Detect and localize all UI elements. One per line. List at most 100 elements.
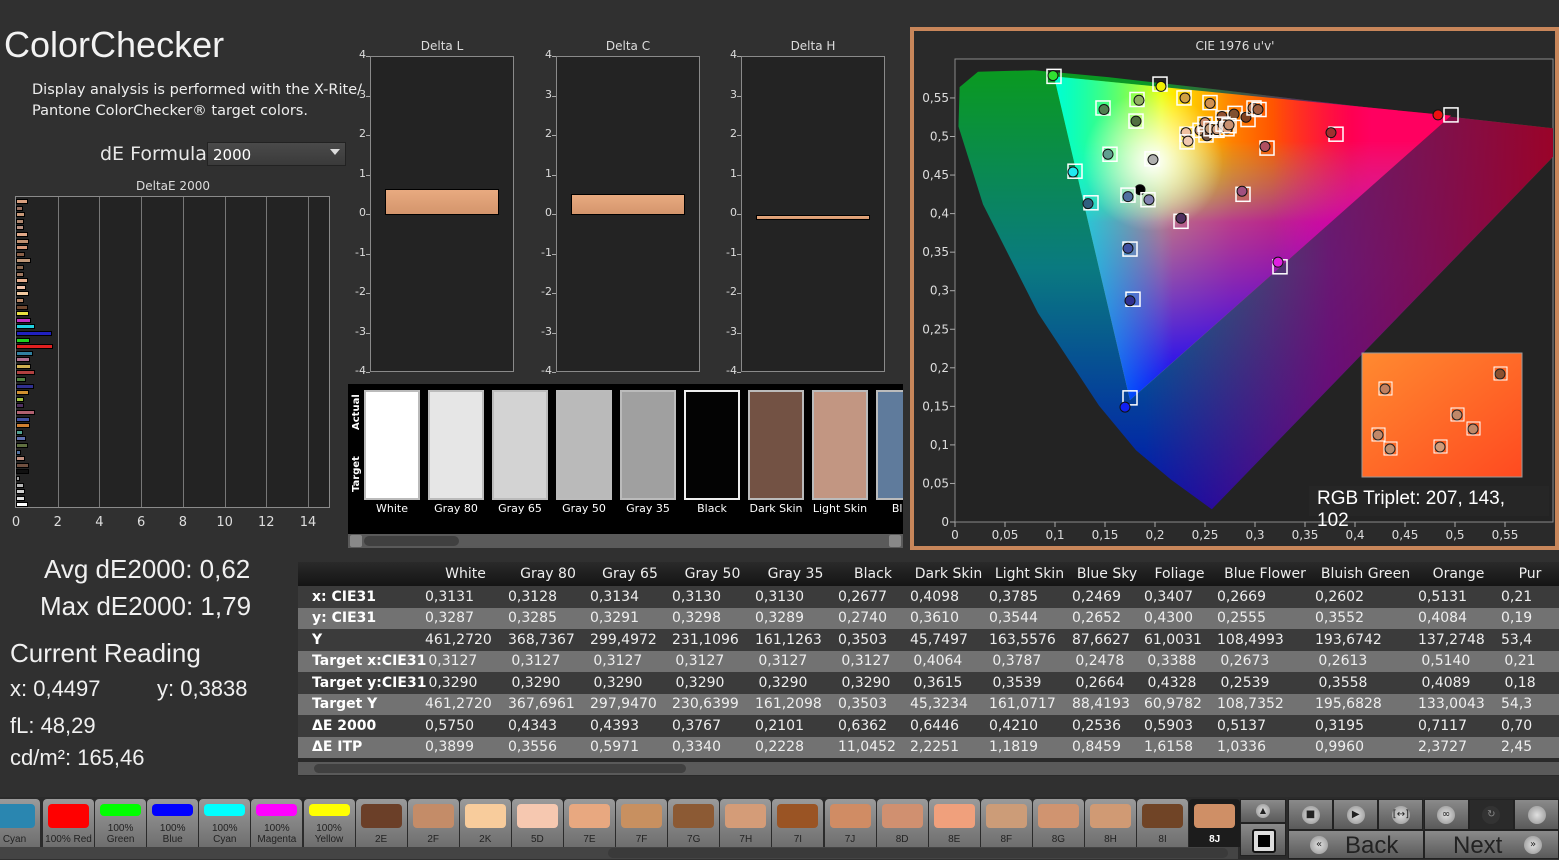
avg-de: Avg dE2000: 0,62 xyxy=(44,554,251,584)
inset-target-marker xyxy=(1466,421,1481,436)
table-cell: 0,3290 xyxy=(428,674,478,691)
strip-scrollbar[interactable] xyxy=(348,534,903,548)
color-patch[interactable] xyxy=(812,390,868,500)
table-cell: 0,4393 xyxy=(590,717,639,734)
table-cell: 45,3234 xyxy=(910,696,968,713)
column-header[interactable]: Gray 65 xyxy=(602,566,658,582)
column-header[interactable]: Blue Sky xyxy=(1076,566,1138,582)
column-header[interactable]: Light Skin xyxy=(994,566,1065,582)
table-cell: 0,4089 xyxy=(1421,674,1471,691)
patch-swatch[interactable]: 7G xyxy=(668,799,720,847)
color-patch[interactable] xyxy=(428,390,484,500)
column-header[interactable]: Blue Flower xyxy=(1224,566,1306,582)
back-button[interactable]: « Back xyxy=(1288,830,1424,859)
play-button[interactable]: ▶ xyxy=(1333,799,1379,830)
scroll-right-icon[interactable] xyxy=(889,535,901,547)
swatch-label: 100% Blue xyxy=(159,823,186,845)
patch-swatch[interactable]: 100% Cyan xyxy=(199,799,251,847)
y-tick-label: -2 xyxy=(541,285,552,298)
table-row: y: CIE31 0,3287 0,3285 0,3291 0,3298 0,3289 0,… xyxy=(298,607,1559,629)
de-formula-select[interactable]: 2000 xyxy=(207,142,346,166)
table-row: ΔE ITP 0,3899 0,3556 0,5971 0,3340 0,2228 11,0… xyxy=(298,736,1559,758)
patch-swatch[interactable]: 100% Yellow xyxy=(303,799,355,847)
color-patch[interactable] xyxy=(620,390,676,500)
y-tick xyxy=(552,332,556,334)
deltae-bar xyxy=(16,495,25,501)
patch-swatch[interactable]: 2K xyxy=(459,799,511,847)
patch-swatch[interactable]: 8I xyxy=(1137,799,1189,847)
table-cell: 0,2613 xyxy=(1318,653,1368,670)
patch-swatch[interactable]: 8E xyxy=(928,799,980,847)
color-patch[interactable] xyxy=(684,390,740,500)
table-cell: 88,4193 xyxy=(1072,696,1130,713)
patch-swatch[interactable]: 8J xyxy=(1189,799,1241,847)
target-label: Target xyxy=(351,456,362,492)
target-marker xyxy=(1221,117,1237,134)
swatch-scrollbar[interactable] xyxy=(0,847,1238,859)
swatch-scroll-thumb[interactable] xyxy=(608,848,1228,858)
next-button[interactable]: Next » xyxy=(1424,830,1559,859)
fit-button[interactable]: [↔] xyxy=(1378,799,1424,830)
measured-point xyxy=(1124,295,1136,307)
patch-swatch[interactable]: 7J xyxy=(824,799,876,847)
patch-swatch[interactable]: 2E xyxy=(355,799,407,847)
table-cell: 0,3290 xyxy=(758,674,808,691)
patch-swatch[interactable]: 7E xyxy=(564,799,615,847)
table-cell: 0,3128 xyxy=(508,588,557,605)
table-scroll-thumb[interactable] xyxy=(314,764,686,773)
column-header[interactable]: White xyxy=(445,566,486,582)
y-tick xyxy=(552,293,556,294)
stop-measure-button[interactable] xyxy=(1240,823,1286,856)
scroll-thumb[interactable] xyxy=(364,536,459,546)
color-patch[interactable] xyxy=(364,390,420,500)
column-header[interactable]: Black xyxy=(854,566,892,582)
measured-point xyxy=(1147,154,1159,166)
target-marker xyxy=(1179,134,1195,150)
x-tick-label: 4 xyxy=(95,515,104,530)
inset-measured-point xyxy=(1434,441,1446,453)
patch-swatch[interactable]: 7I xyxy=(772,799,824,847)
color-patch[interactable] xyxy=(492,390,548,500)
circle-button[interactable] xyxy=(1514,799,1559,830)
table-scrollbar[interactable] xyxy=(298,762,1559,775)
patch-swatch[interactable]: 100% Green xyxy=(95,799,147,847)
column-header[interactable]: Bluish Green xyxy=(1320,566,1411,582)
swatch-label: 8I xyxy=(1158,834,1167,845)
color-patch[interactable] xyxy=(876,390,903,500)
color-patch[interactable] xyxy=(556,390,612,500)
fit-icon: [↔] xyxy=(1391,805,1410,824)
patch-swatch[interactable]: 100% Red xyxy=(43,799,94,847)
stop-button[interactable]: ■ xyxy=(1288,799,1333,830)
patch-swatch[interactable]: 100% Blue xyxy=(147,799,199,847)
column-header[interactable]: Pur xyxy=(1518,566,1542,582)
description-line: Display analysis is performed with the X… xyxy=(32,82,363,98)
y-tick-label: -4 xyxy=(726,364,737,377)
table-cell: 0,2228 xyxy=(755,739,804,756)
patch-swatch[interactable]: Cyan xyxy=(0,799,40,847)
table-cell: 11,0452 xyxy=(838,739,896,756)
patch-swatch[interactable]: 7F xyxy=(616,799,668,847)
patch-swatch[interactable]: 8D xyxy=(876,799,928,847)
patch-swatch[interactable]: 8H xyxy=(1085,799,1136,847)
patch-swatch[interactable]: 100% Magenta xyxy=(251,799,303,847)
y-tick-label: 3 xyxy=(359,87,366,101)
table-cell: 0,3785 xyxy=(989,588,1038,605)
column-header[interactable]: Orange xyxy=(1432,566,1485,582)
patch-swatch[interactable]: 5D xyxy=(511,799,563,847)
patch-swatch[interactable]: 8G xyxy=(1032,799,1084,847)
column-header[interactable]: Foliage xyxy=(1154,566,1205,582)
infinity-button[interactable]: ∞ xyxy=(1423,799,1469,830)
column-header[interactable]: Gray 80 xyxy=(520,566,576,582)
y-tick-label: 2 xyxy=(545,127,552,140)
column-header[interactable]: Gray 35 xyxy=(767,566,824,582)
color-patch[interactable] xyxy=(748,390,804,500)
refresh-button[interactable]: ↻ xyxy=(1468,799,1514,830)
table-cell: 0,3544 xyxy=(989,610,1038,627)
column-header[interactable]: Dark Skin xyxy=(914,566,983,582)
patch-swatch[interactable]: 7H xyxy=(720,799,772,847)
column-header[interactable]: Gray 50 xyxy=(684,566,741,582)
patch-swatch[interactable]: 2F xyxy=(407,799,459,847)
scroll-left-icon[interactable] xyxy=(350,535,362,547)
scroll-up-button[interactable]: ▲ xyxy=(1240,799,1286,823)
patch-swatch[interactable]: 8F xyxy=(980,799,1032,847)
